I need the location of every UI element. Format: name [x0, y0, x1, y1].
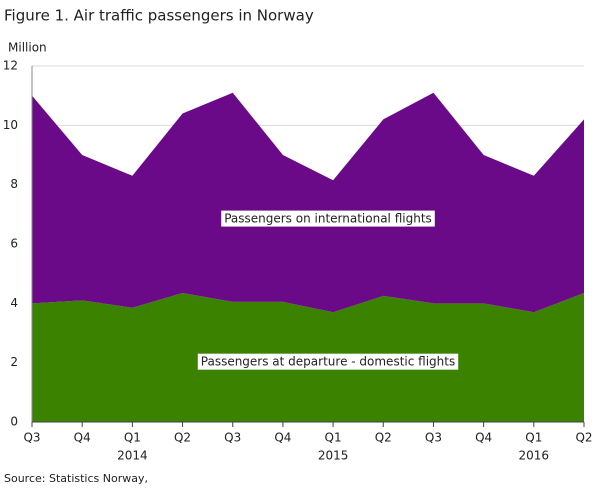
x-tick-label: Q4	[274, 431, 291, 445]
source: Source: Statistics Norway,	[4, 472, 148, 485]
year-label: 2016	[519, 449, 550, 463]
x-tick-label: Q1	[124, 431, 141, 445]
x-tick-label: Q2	[575, 431, 592, 445]
year-label: 2015	[318, 449, 349, 463]
legend-label-bg	[197, 353, 459, 370]
x-tick-label: Q2	[375, 431, 392, 445]
x-tick-label: Q3	[23, 431, 40, 445]
y-tick-label: 8	[10, 177, 18, 191]
y-tick-label: 6	[10, 237, 18, 251]
legend-label: Passengers on international flights	[224, 212, 432, 226]
area	[32, 92, 584, 313]
y-tick-label: 12	[3, 59, 18, 73]
y-tick-label: 10	[3, 118, 18, 132]
x-tick-label: Q3	[224, 431, 241, 445]
legend-label: Passengers at departure - domestic fligh…	[201, 355, 455, 369]
x-tick-label: Q4	[475, 431, 492, 445]
x-tick-label: Q4	[74, 431, 91, 445]
x-tick-label: Q1	[525, 431, 542, 445]
y-tick-label: 4	[10, 296, 18, 310]
y-tick-label: 2	[10, 355, 18, 369]
x-tick-label: Q1	[325, 431, 342, 445]
chart-title: Figure 1. Air traffic passengers in Norw…	[4, 7, 314, 25]
legend-label-bg	[221, 210, 435, 227]
y-tick-label: 0	[10, 415, 18, 429]
y-axis-label: Million	[8, 41, 47, 55]
x-tick-label: Q3	[425, 431, 442, 445]
x-tick-label: Q2	[174, 431, 191, 445]
year-label: 2014	[117, 449, 148, 463]
